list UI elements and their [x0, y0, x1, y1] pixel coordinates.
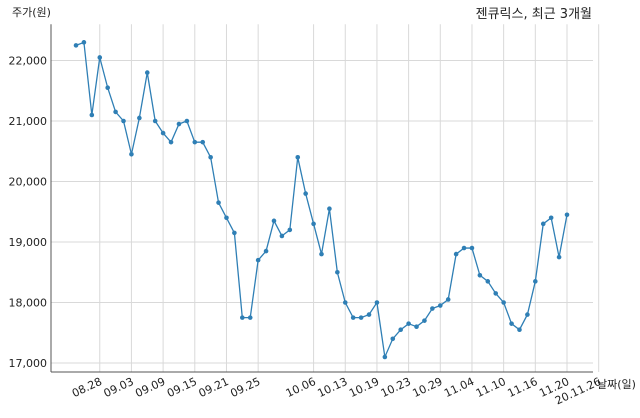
- data-point: [184, 118, 190, 124]
- data-point: [240, 315, 245, 320]
- data-point: [263, 248, 269, 254]
- data-point: [517, 327, 522, 333]
- series-line: [75, 41, 568, 360]
- data-point: [168, 139, 174, 145]
- data-point: [97, 55, 103, 60]
- data-point: [232, 230, 237, 236]
- data-point: [556, 254, 562, 260]
- data-point: [564, 212, 570, 218]
- data-point: [342, 300, 348, 305]
- data-point: [525, 312, 530, 317]
- data-point: [137, 115, 142, 121]
- grid: [51, 24, 600, 372]
- x-tick-label: 11.10: [474, 375, 508, 400]
- x-tick-label: 11.16: [506, 375, 540, 400]
- data-point: [366, 312, 372, 317]
- y-tick-label: 22,000: [9, 55, 48, 68]
- data-point: [501, 300, 506, 305]
- data-point: [327, 206, 332, 212]
- data-point: [176, 121, 182, 127]
- x-tick-label: 10.29: [411, 375, 445, 400]
- data-point: [358, 315, 364, 320]
- data-point: [121, 118, 126, 124]
- data-point: [398, 327, 403, 333]
- data-point: [192, 139, 198, 145]
- data-point: [493, 291, 499, 296]
- data-point: [216, 200, 221, 205]
- data-point: [469, 245, 475, 251]
- data-point: [453, 251, 459, 257]
- data-point: [406, 321, 411, 326]
- x-tick-label: 10.23: [379, 375, 413, 400]
- x-tick-label: 10.06: [284, 375, 318, 400]
- data-point: [335, 269, 340, 275]
- x-tick-label: 09.09: [133, 375, 167, 400]
- data-point: [414, 324, 419, 330]
- data-point: [485, 279, 491, 284]
- data-point: [548, 215, 554, 221]
- data-point: [350, 315, 356, 320]
- data-point: [271, 218, 277, 224]
- y-tick-label: 20,000: [9, 176, 48, 189]
- chart-title: 젠큐릭스, 최근 3개월: [476, 7, 592, 22]
- data-point: [160, 130, 166, 136]
- data-point: [247, 315, 253, 320]
- data-point: [477, 272, 483, 278]
- data-point: [295, 155, 301, 160]
- x-tick-label: 11.04: [442, 375, 476, 400]
- x-axis-label: 날짜(일): [597, 377, 636, 391]
- data-point: [224, 215, 229, 221]
- data-point: [255, 257, 261, 263]
- data-point: [73, 43, 79, 48]
- x-tick-label: 09.03: [102, 375, 136, 400]
- data-point: [430, 306, 435, 311]
- data-point: [208, 155, 213, 160]
- data-point: [287, 227, 293, 233]
- x-tick-label: 09.15: [165, 375, 199, 400]
- data-point: [390, 336, 396, 342]
- data-point: [152, 118, 158, 124]
- data-point: [382, 354, 388, 360]
- data-point: [81, 40, 87, 45]
- axes: 17,000 18,000 19,000 20,000 21,000 22,000 08.2…: [9, 24, 603, 407]
- price-series: [73, 40, 570, 360]
- data-point: [374, 300, 380, 305]
- x-tick-label: 10.19: [347, 375, 381, 400]
- x-tick-label: 09.25: [228, 375, 262, 400]
- data-point: [445, 297, 451, 302]
- data-point: [303, 191, 308, 196]
- x-tick-label: 08.28: [70, 375, 104, 400]
- data-point: [89, 112, 95, 118]
- data-point: [105, 85, 110, 91]
- y-tick-label: 19,000: [9, 236, 48, 249]
- data-point: [461, 245, 467, 251]
- y-tick-label: 17,000: [9, 357, 48, 370]
- data-point: [129, 151, 134, 157]
- y-axis-label: 주가(원): [12, 6, 51, 19]
- x-tick-label: 10.13: [315, 375, 349, 400]
- data-point: [540, 221, 546, 227]
- data-point: [311, 221, 316, 227]
- data-point: [200, 139, 206, 145]
- data-point: [279, 233, 285, 239]
- data-point: [509, 321, 514, 326]
- data-point: [533, 279, 538, 284]
- y-tick-label: 21,000: [9, 115, 48, 128]
- data-point: [113, 109, 118, 115]
- data-point: [437, 303, 443, 308]
- data-point: [319, 251, 324, 257]
- x-tick-label: 09.21: [197, 375, 231, 400]
- data-point: [422, 318, 427, 323]
- data-point: [144, 70, 150, 75]
- y-tick-label: 18,000: [9, 297, 48, 310]
